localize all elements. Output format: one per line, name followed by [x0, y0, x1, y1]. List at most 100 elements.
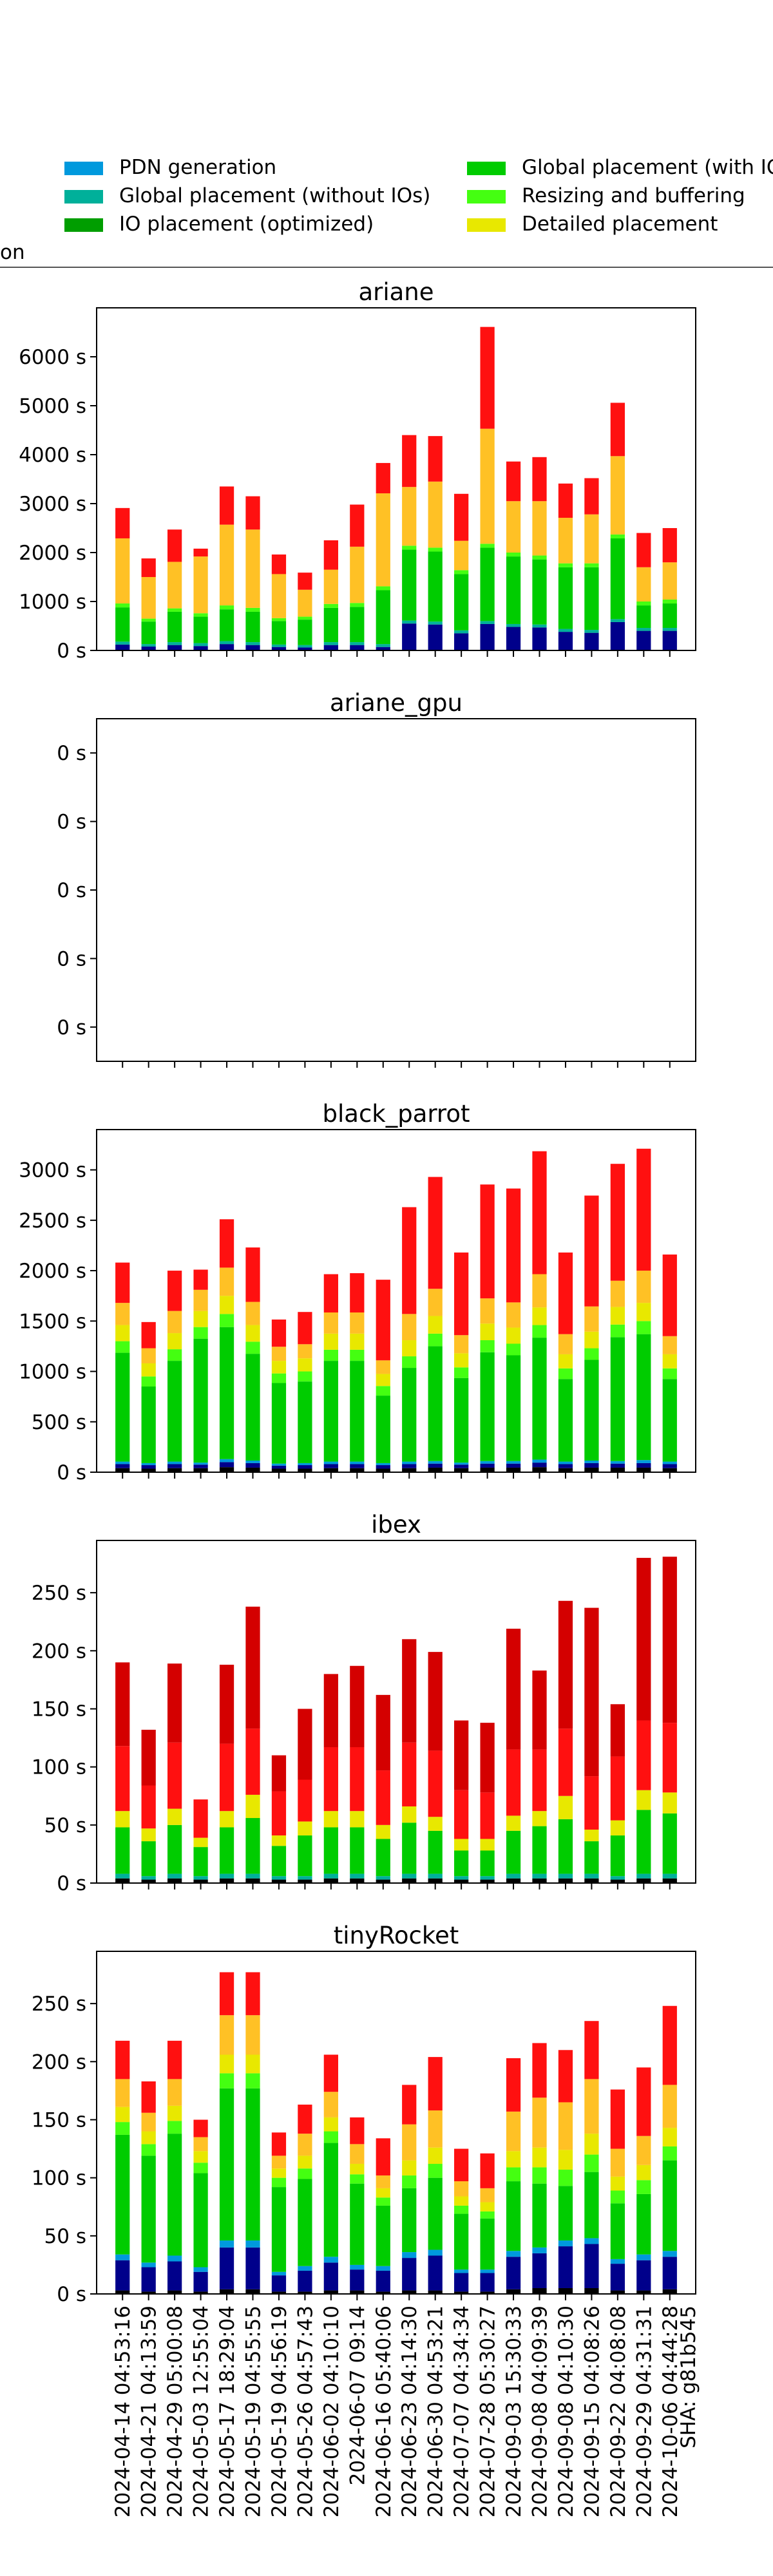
bar-segment	[506, 1749, 521, 1816]
bar-segment	[532, 1338, 547, 1460]
bar-segment	[167, 2261, 182, 2291]
bar-segment	[219, 1743, 234, 1812]
bar-segment	[350, 642, 365, 645]
bar-segment	[558, 2170, 573, 2186]
bar-segment	[532, 2167, 547, 2184]
bar-segment	[271, 554, 287, 574]
bar-segment	[271, 2155, 287, 2169]
y-tick-label: 3000 s	[19, 493, 86, 516]
bar-segment	[636, 2260, 651, 2291]
bar-segment	[558, 2186, 573, 2241]
bar-segment	[271, 1347, 287, 1361]
bar-segment	[141, 621, 156, 645]
bar-segment	[271, 1319, 287, 1347]
bar-segment	[636, 1463, 651, 1468]
bar-segment	[115, 1464, 130, 1468]
bar-segment	[271, 1791, 287, 1836]
bar-segment	[141, 1463, 156, 1466]
bar-segment	[532, 501, 547, 556]
bar-segment	[271, 2291, 287, 2294]
bar-segment	[141, 2155, 156, 2263]
bar-segment	[662, 1255, 677, 1336]
bar-segment	[584, 2134, 599, 2155]
bar-segment	[558, 2150, 573, 2170]
bar-segment	[558, 1468, 573, 1472]
bar-segment	[428, 1750, 443, 1817]
bar-segment	[323, 1361, 338, 1462]
plot-frame	[96, 1129, 696, 1473]
bar-segment	[271, 2271, 287, 2276]
bar-segment	[662, 628, 677, 631]
x-tick-label: 2024-04-14 04:53:16	[111, 2306, 135, 2517]
bar-segment	[532, 1826, 547, 1874]
bar-segment	[662, 1557, 677, 1723]
chart-panel: ibex 0 s 50 s 100 s 150 s 200 s 250 s	[32, 1511, 696, 1895]
bar-segment	[428, 481, 443, 548]
bar-segment	[662, 1368, 677, 1379]
bar-segment	[558, 1334, 573, 1354]
x-tick-label: 2024-10-06 04:44:28	[659, 2306, 682, 2517]
bar-segment	[141, 1828, 156, 1842]
bar-segment	[558, 629, 573, 632]
x-tick-label: 2024-04-29 05:00:08	[164, 2306, 187, 2517]
bar-segment	[376, 2205, 390, 2266]
bar-segment	[245, 2088, 260, 2241]
bar-segment	[558, 1354, 573, 1368]
bar-segment	[402, 620, 417, 624]
bar-segment	[532, 2043, 547, 2098]
bar-segment	[532, 1878, 547, 1883]
x-tick-label: 2024-06-02 04:10:10	[320, 2306, 343, 2517]
bar-segment	[532, 1463, 547, 1468]
legend-swatch	[467, 218, 506, 232]
bar-segment	[219, 2073, 234, 2088]
bar-segment	[350, 1665, 365, 1748]
bar-segment	[454, 2196, 469, 2206]
bar-segment	[428, 1316, 443, 1334]
bar-segment	[323, 1674, 338, 1748]
bar-segment	[350, 2290, 365, 2294]
bar-segment	[376, 647, 390, 650]
bar-segment	[245, 607, 260, 612]
bar-segment	[584, 1348, 599, 1360]
bar-segment	[662, 2289, 677, 2294]
bar-segment	[271, 647, 287, 650]
bar-segment	[141, 1879, 156, 1883]
bar-segment	[480, 1839, 495, 1851]
x-tick-label: 2024-06-30 04:53:21	[425, 2306, 448, 2517]
bar-segment	[454, 1850, 469, 1877]
bar-segment	[532, 1307, 547, 1325]
bar-segment	[350, 1873, 365, 1879]
bar-segment	[480, 1184, 495, 1299]
bar-segment	[480, 2211, 495, 2219]
bar-segment	[454, 1879, 469, 1883]
bar-segment	[376, 1396, 390, 1463]
bar-segment	[323, 1811, 338, 1828]
bar-segment	[506, 623, 521, 627]
bar-segment	[193, 2271, 208, 2292]
bar-segment	[167, 2290, 182, 2294]
bar-segment	[480, 1323, 495, 1341]
chart-title: ibex	[371, 1511, 421, 1539]
bar-segment	[662, 562, 677, 600]
bar-segment	[193, 2119, 208, 2137]
bar-segment	[402, 1340, 417, 1357]
bar-segment	[323, 2143, 338, 2257]
bar-segment	[193, 2163, 208, 2174]
bar-segment	[402, 2258, 417, 2291]
bar-segment	[167, 2079, 182, 2106]
bar-segment	[141, 644, 156, 647]
y-tick-label: 0 s	[57, 1461, 86, 1484]
bar-segment	[245, 1728, 260, 1795]
bar-segment	[167, 1663, 182, 1743]
bar-segment	[584, 2021, 599, 2079]
bar-segment	[428, 1346, 443, 1461]
bar-segment	[610, 1704, 625, 1757]
y-tick-label: 0 s	[57, 879, 86, 902]
bar-segment	[532, 1749, 547, 1812]
bar-segment	[402, 1368, 417, 1462]
bar-segment	[245, 2015, 260, 2055]
bar-segment	[428, 624, 443, 650]
bar-segment	[219, 1314, 234, 1327]
bar-segment	[115, 1325, 130, 1341]
bar-segment	[167, 1808, 182, 1825]
